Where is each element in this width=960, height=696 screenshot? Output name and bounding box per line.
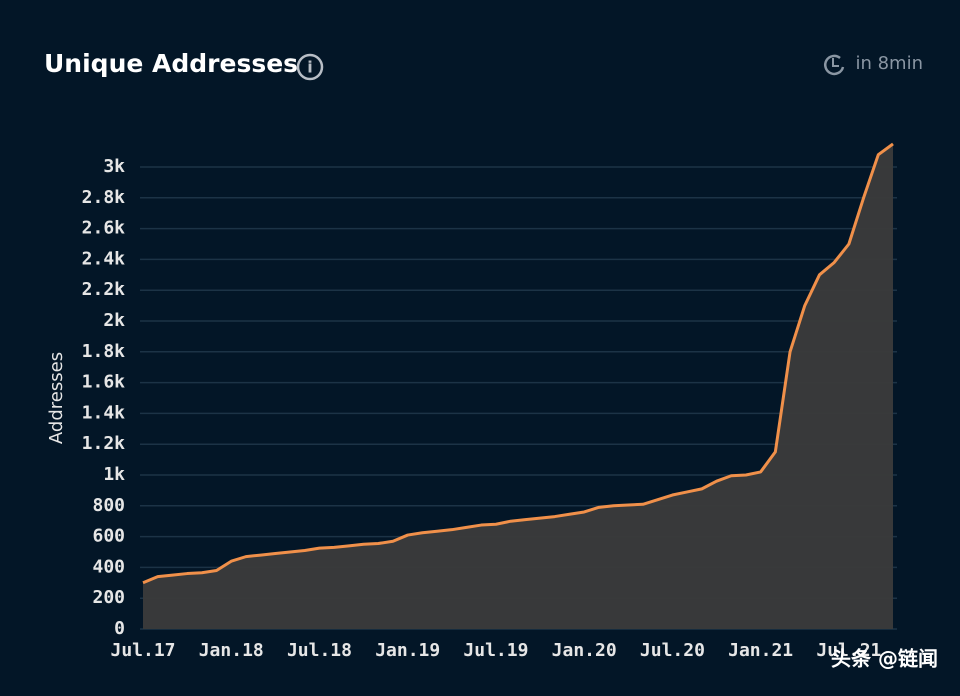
y-tick-label: 2.4k — [82, 248, 126, 269]
x-tick-label: Jul.20 — [640, 640, 705, 661]
y-tick-label: 2k — [103, 310, 125, 331]
y-tick-label: 1.4k — [82, 402, 126, 423]
x-tick-label: Jul.17 — [110, 640, 175, 661]
info-icon[interactable]: i — [296, 53, 324, 81]
y-tick-label: 800 — [92, 495, 125, 516]
chart-title: Unique Addresses — [44, 49, 298, 78]
y-tick-label: 1k — [103, 464, 125, 485]
y-tick-label: 1.8k — [82, 341, 126, 362]
y-tick-label: 2.8k — [82, 187, 126, 208]
x-tick-label: Jul.21 — [816, 640, 881, 661]
y-tick-label: 2.6k — [82, 218, 126, 239]
y-tick-label: 400 — [92, 556, 125, 577]
y-tick-label: 1.6k — [82, 372, 126, 393]
y-tick-label: 3k — [103, 156, 125, 177]
refresh-label: in 8min — [855, 53, 923, 74]
x-tick-label: Jul.18 — [287, 640, 352, 661]
area — [143, 143, 893, 629]
y-axis-label: Addresses — [46, 352, 67, 444]
refresh-icon — [824, 54, 845, 76]
x-tick-label: Jan.21 — [728, 640, 793, 661]
x-tick-label: Jan.20 — [552, 640, 617, 661]
line — [142, 142, 894, 585]
y-tick-label: 0 — [114, 618, 125, 639]
svg-text:i: i — [307, 58, 312, 77]
y-tick-label: 1.2k — [82, 433, 126, 454]
x-tick-label: Jan.18 — [199, 640, 264, 661]
x-tick-label: Jul.19 — [463, 640, 528, 661]
y-tick-label: 200 — [92, 587, 125, 608]
y-tick-label: 2.2k — [82, 279, 126, 300]
y-tick-label: 600 — [92, 526, 125, 547]
watermark: 头条 @链闻 — [831, 647, 938, 671]
x-tick-label: Jan.19 — [375, 640, 440, 661]
